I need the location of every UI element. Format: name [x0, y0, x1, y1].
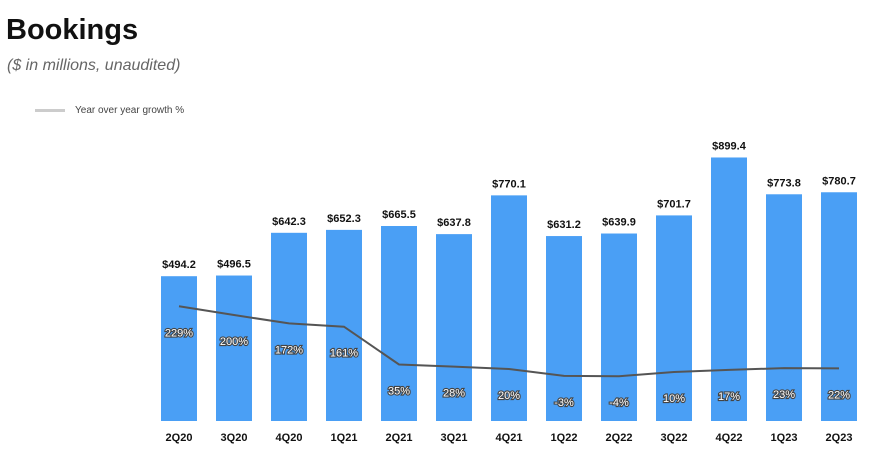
category-label: 4Q22 [716, 432, 743, 444]
category-label: 1Q21 [331, 432, 358, 444]
bar-value-label: $899.4 [712, 140, 747, 152]
category-label: 4Q20 [276, 432, 303, 444]
bar-value-label: $637.8 [437, 217, 471, 229]
bar-value-label: $639.9 [602, 217, 636, 229]
growth-label: 161% [330, 348, 358, 360]
bar [546, 236, 582, 421]
bar [711, 157, 747, 421]
growth-label: 35% [388, 386, 410, 398]
growth-label: 17% [718, 391, 740, 403]
bar [271, 232, 307, 421]
bar [161, 276, 197, 421]
growth-label: 28% [443, 388, 465, 400]
bar-value-label: $642.3 [272, 216, 306, 228]
growth-label: 200% [220, 336, 248, 348]
growth-label: 172% [275, 344, 303, 356]
legend-line-swatch [35, 109, 65, 112]
growth-label: 10% [663, 393, 685, 405]
growth-label: -4% [609, 397, 629, 409]
bar [821, 192, 857, 421]
bar-value-label: $665.5 [382, 209, 416, 221]
legend-label: Year over year growth % [75, 105, 185, 116]
bar [381, 226, 417, 421]
category-label: 1Q23 [771, 432, 798, 444]
bar [766, 194, 802, 421]
bar [216, 275, 252, 421]
bar-value-label: $494.2 [162, 259, 196, 271]
bar-value-label: $701.7 [657, 198, 691, 210]
bar [601, 233, 637, 421]
bar-value-label: $631.2 [547, 219, 581, 231]
chart-subtitle: ($ in millions, unaudited) [7, 57, 181, 74]
growth-label: -3% [554, 397, 574, 409]
category-label: 3Q21 [441, 432, 468, 444]
bar-value-label: $780.7 [822, 175, 856, 187]
bar-value-label: $773.8 [767, 177, 801, 189]
bar-value-label: $496.5 [217, 259, 251, 271]
category-label: 2Q20 [166, 432, 193, 444]
category-label: 1Q22 [551, 432, 578, 444]
category-label: 3Q20 [221, 432, 248, 444]
bar-value-label: $652.3 [327, 213, 361, 225]
bar [491, 195, 527, 421]
growth-label: 23% [773, 389, 795, 401]
legend: Year over year growth % [35, 105, 184, 116]
growth-line [178, 305, 840, 378]
category-label: 2Q21 [386, 432, 413, 444]
bar-value-label: $770.1 [492, 178, 526, 190]
category-label: 2Q22 [606, 432, 633, 444]
category-label: 3Q22 [661, 432, 688, 444]
growth-label: 20% [498, 390, 520, 402]
category-label: 2Q23 [826, 432, 853, 444]
growth-label: 22% [828, 389, 850, 401]
chart-title: Bookings [6, 14, 139, 46]
growth-label: 229% [165, 327, 193, 339]
bar [656, 215, 692, 421]
category-label: 4Q21 [496, 432, 523, 444]
bar [436, 234, 472, 421]
